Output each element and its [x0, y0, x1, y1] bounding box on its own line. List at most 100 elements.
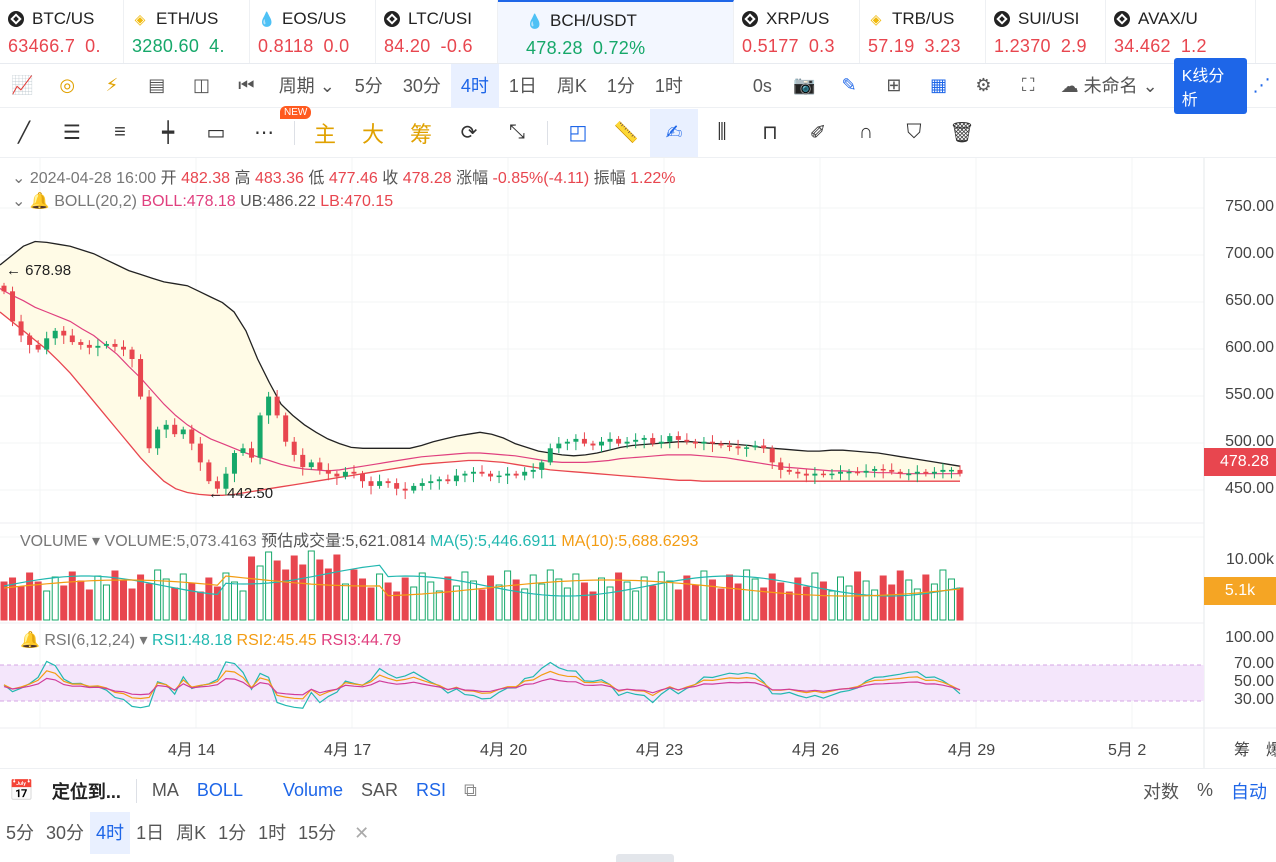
locate-button[interactable]: 定位到... [51, 781, 121, 802]
kline-analysis-button[interactable]: K线分析 [1173, 57, 1247, 114]
interval-tab[interactable]: 1分 [606, 75, 635, 96]
ticker-eosus[interactable]: 💧 EOS/US 0.8118 0.0 [250, 0, 376, 63]
volume-bar [708, 579, 716, 621]
close-icon[interactable]: ✕ [354, 823, 370, 843]
interval-tab[interactable]: 30分 [402, 75, 441, 96]
camera-icon[interactable]: 📷 [793, 75, 816, 95]
change-value: -0.85%(-4.11) [492, 170, 590, 187]
chevron-down-icon[interactable]: ▾ [92, 533, 101, 550]
quick-interval-tab[interactable]: 周K [176, 823, 207, 843]
ticker-btcus[interactable]: BTC/US 63466.7 0. [0, 0, 124, 63]
volume-bar [487, 575, 495, 621]
share-icon[interactable]: ⋰ [1252, 75, 1271, 95]
quick-interval-tab[interactable]: 1分 [218, 823, 247, 843]
quick-interval-tab[interactable]: 30分 [46, 823, 85, 843]
rsi-label[interactable]: RSI(6,12,24) [44, 632, 136, 649]
gear-icon[interactable]: ⚙ [975, 75, 992, 95]
big-order-tool[interactable]: 大 [361, 121, 384, 147]
rectangle-icon[interactable]: ▭ [206, 122, 226, 144]
interval-tab[interactable]: 1日 [508, 75, 537, 96]
callout-icon[interactable]: ◰ [568, 122, 588, 144]
ticker-symbol: BCH/USDT [550, 11, 637, 30]
indicator-rsi[interactable]: RSI [416, 780, 447, 800]
line-tool-icon[interactable]: ╱ [17, 122, 31, 144]
indicator-ma[interactable]: MA [151, 780, 179, 800]
bell-icon[interactable]: 🔔 [20, 632, 40, 649]
rewind-icon[interactable]: ⏮ [238, 75, 255, 95]
layout-icon[interactable]: ◫ [193, 75, 211, 95]
candle-body [650, 437, 656, 444]
chip-tool[interactable]: 筹 [409, 121, 432, 147]
kline-chart[interactable]: ⌄ 2024-04-28 16:00 开 482.38 高 483.36 低 4… [0, 158, 1276, 768]
chart-type-icon[interactable]: 📈 [11, 75, 34, 95]
lock-icon[interactable]: ⊓ [762, 122, 778, 144]
chip-label-right[interactable]: 筹 [1234, 742, 1251, 759]
refresh-interval[interactable]: 0s [752, 75, 772, 96]
candle-body [61, 330, 67, 336]
boll-label[interactable]: BOLL(20,2) [54, 193, 137, 210]
indicator-sar[interactable]: SAR [361, 780, 399, 800]
bag-icon[interactable]: ▤ [148, 75, 166, 95]
bell-icon[interactable]: 🔔 [29, 193, 50, 210]
candle-body [701, 441, 707, 444]
ticker-xrpus[interactable]: XRP/US 0.5177 0.3 [734, 0, 860, 63]
layout-name-dropdown[interactable]: ☁ 未命名 ⌄ [1051, 64, 1168, 108]
percent-scale-toggle[interactable]: % [1196, 780, 1213, 800]
add-chart-icon[interactable]: ⊞ [886, 75, 902, 95]
period-dropdown[interactable]: 周期 ⌄ [269, 64, 345, 108]
indicator-settings-icon[interactable]: ▦ [930, 75, 948, 95]
interval-tab[interactable]: 1时 [654, 75, 683, 96]
magnet-icon[interactable]: ∩ [858, 121, 874, 143]
edit-indicators-icon[interactable]: ⧉ [464, 780, 477, 800]
indicator-volume[interactable]: Volume [282, 780, 343, 800]
chevron-down-icon[interactable]: ▾ [139, 632, 148, 649]
indicator-boll[interactable]: BOLL [196, 780, 243, 800]
liquidation-label-right[interactable]: 爆 [1266, 742, 1276, 759]
panel-handle[interactable] [616, 854, 674, 862]
ticker-ltcusi[interactable]: LTC/USI 84.20 -0.6 [376, 0, 498, 63]
filter-icon[interactable]: ⛉ [906, 121, 922, 143]
volume-bar [717, 588, 725, 621]
volume-bar [9, 577, 17, 621]
main-force-tool[interactable]: 主 [313, 121, 336, 147]
ticker-suiusi[interactable]: SUI/USI 1.2370 2.9 [986, 0, 1106, 63]
time-axis-label: 4月 14 [168, 742, 216, 759]
auto-scale-toggle[interactable]: 自动 [1231, 781, 1267, 802]
channel-icon[interactable]: ≡ [114, 121, 126, 143]
collapse-icon[interactable]: ⌄ [12, 170, 26, 187]
ticker-ethus[interactable]: ◈ ETH/US 3280.60 4. [124, 0, 250, 63]
ticker-avaxu[interactable]: AVAX/U 34.462 1.2 [1106, 0, 1256, 63]
compass-icon[interactable]: ◎ [59, 75, 76, 95]
ticker-bchusdt[interactable]: 💧 BCH/USDT 478.28 0.72% [498, 0, 734, 63]
quick-interval-tab[interactable]: 1时 [258, 823, 287, 843]
quick-interval-tab[interactable]: 15分 [298, 823, 337, 843]
quick-interval-tab[interactable]: 1日 [136, 823, 165, 843]
ruler-icon[interactable]: 📏 [613, 122, 639, 144]
brush-icon[interactable]: ✍ [650, 108, 698, 157]
horizontal-line-icon[interactable]: ┿ [161, 122, 175, 144]
collapse-icon[interactable]: ⌄ [12, 193, 26, 210]
interval-tab[interactable]: 4时 [450, 63, 499, 108]
parallel-lines-icon[interactable]: ☰ [63, 122, 81, 144]
pencil-icon[interactable]: ✎ [841, 75, 857, 95]
high-value: 483.36 [254, 170, 304, 187]
volume-label[interactable]: VOLUME [20, 533, 88, 550]
candles-icon[interactable]: ⫼ [717, 121, 727, 143]
kline-chart-svg[interactable] [0, 158, 1276, 768]
quick-interval-tab[interactable]: 5分 [6, 823, 35, 843]
ticker-trbus[interactable]: ◈ TRB/US 57.19 3.23 [860, 0, 986, 63]
calendar-icon[interactable]: 📅 [9, 780, 34, 802]
lightning-icon[interactable]: ⚡ [105, 75, 119, 95]
edit-note-icon[interactable]: ✐ [809, 122, 827, 144]
fullscreen-icon[interactable]: ⛶ [1021, 75, 1035, 95]
interval-tab[interactable]: 周K [556, 75, 587, 96]
more-tools-icon[interactable]: ⋯ [254, 122, 274, 144]
measure-icon[interactable]: ⤡ [509, 121, 525, 143]
sync-icon[interactable]: ⟳ [460, 122, 478, 144]
interval-tabs: 5分 30分 4时 1日 周K 1分 1时 [345, 63, 693, 108]
log-scale-toggle[interactable]: 对数 [1142, 781, 1179, 802]
trash-icon[interactable]: 🗑 [949, 122, 975, 144]
interval-tab[interactable]: 5分 [354, 75, 383, 96]
quick-interval-tab[interactable]: 4时 [90, 812, 131, 854]
volume-bar [26, 572, 34, 621]
